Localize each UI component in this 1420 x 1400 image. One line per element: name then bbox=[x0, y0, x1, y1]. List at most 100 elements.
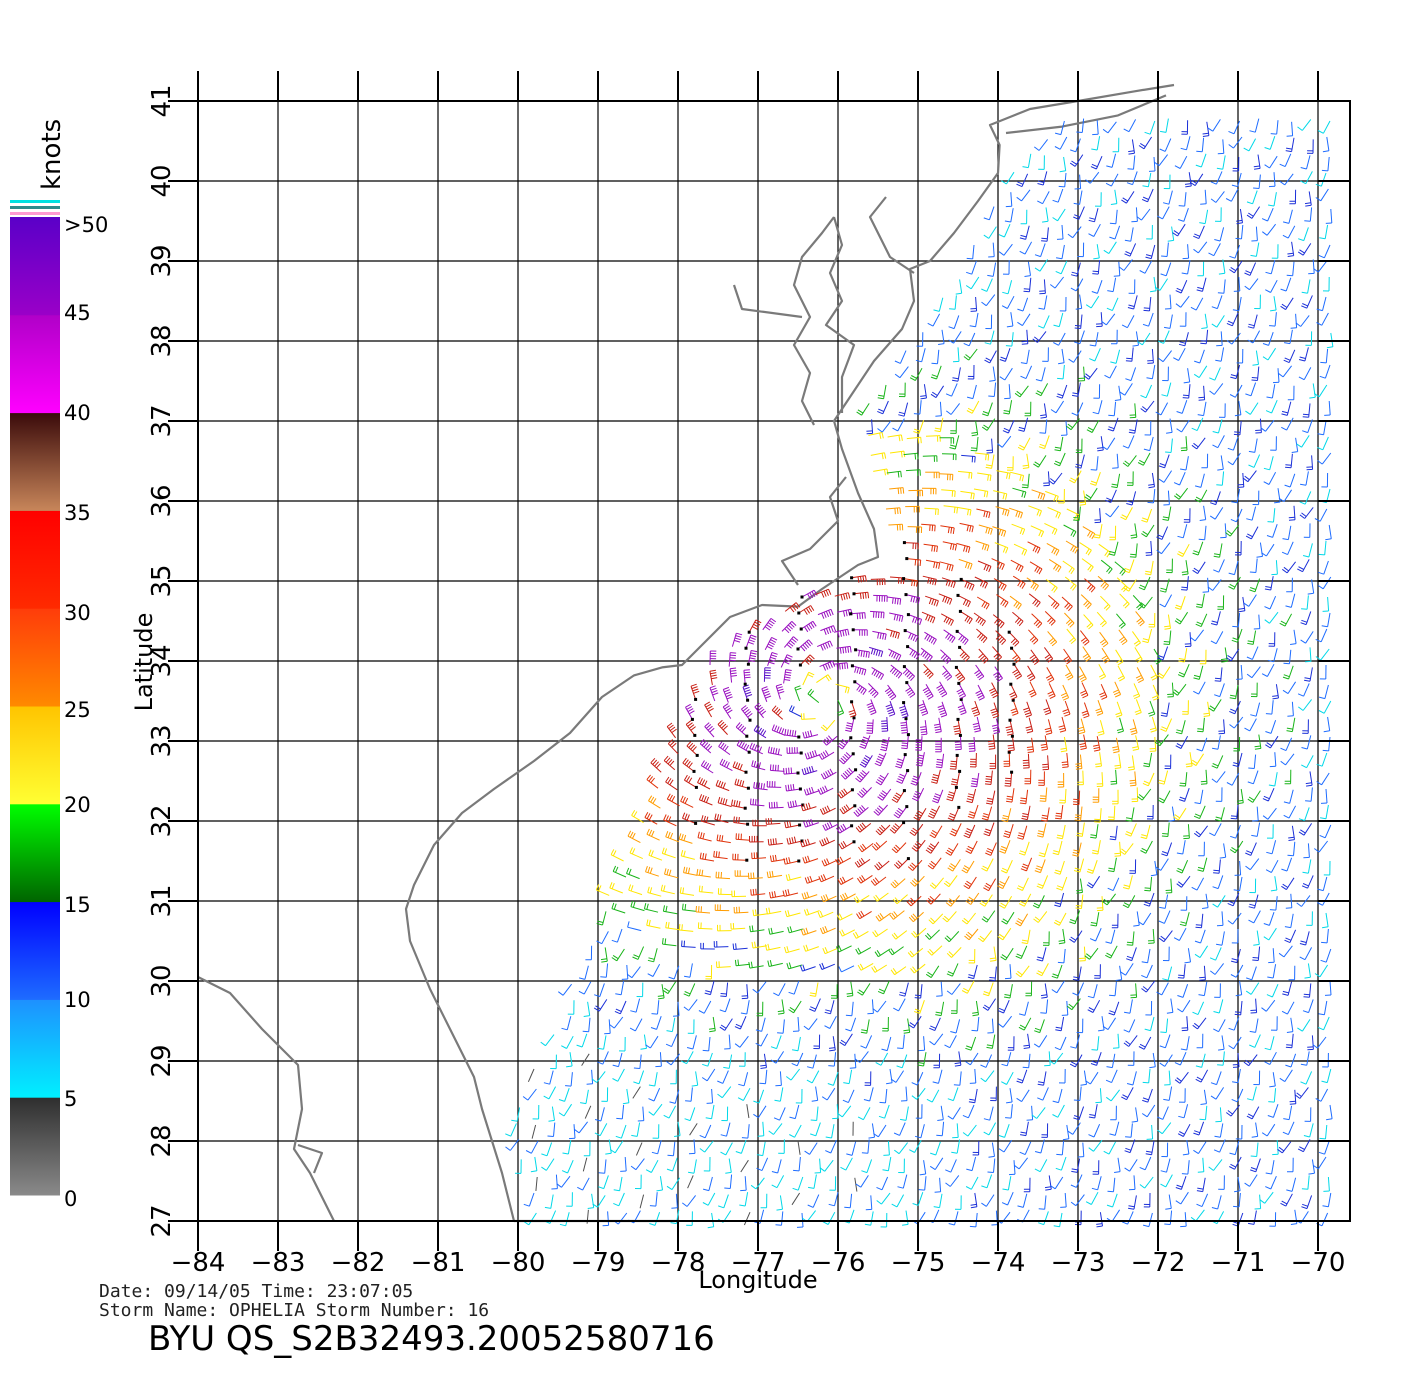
wind-barb bbox=[1247, 630, 1257, 645]
wind-barb bbox=[763, 667, 771, 682]
wind-barb bbox=[1109, 825, 1118, 841]
wind-barb bbox=[760, 1193, 768, 1209]
wind-barb bbox=[798, 654, 815, 667]
wind-barb bbox=[1233, 736, 1241, 752]
wind-barb bbox=[1281, 877, 1295, 891]
wind-barb bbox=[1268, 772, 1278, 787]
wind-barb bbox=[986, 790, 996, 805]
wind-barb bbox=[1326, 332, 1334, 349]
wind-barb bbox=[773, 1107, 786, 1121]
wind-barb bbox=[1034, 859, 1046, 874]
wind-barb bbox=[852, 930, 869, 939]
wind-barb bbox=[966, 1156, 977, 1172]
wind-barb bbox=[940, 649, 952, 665]
wind-barb bbox=[1253, 930, 1260, 946]
wind-barb bbox=[755, 1017, 766, 1032]
wind-barb bbox=[915, 1104, 923, 1119]
wind-barb bbox=[946, 947, 962, 958]
wind-barb bbox=[1306, 911, 1313, 926]
wind-barb bbox=[963, 876, 977, 890]
wind-barb bbox=[1228, 136, 1243, 149]
y-tick-label: 39 bbox=[147, 244, 177, 277]
wind-barb bbox=[915, 348, 926, 363]
wind-barb bbox=[612, 1068, 625, 1082]
wind-barb bbox=[650, 757, 662, 773]
wind-barb bbox=[1089, 927, 1102, 942]
wind-barb bbox=[1052, 1104, 1065, 1118]
wind-barb bbox=[806, 1054, 817, 1069]
wind-barb bbox=[991, 718, 1001, 735]
wind-barb bbox=[952, 367, 961, 382]
wind-barb bbox=[714, 813, 729, 824]
wind-barb bbox=[945, 1159, 957, 1173]
wind-barb bbox=[943, 629, 956, 643]
wind-barb bbox=[741, 1124, 750, 1139]
wind-barb bbox=[1021, 329, 1029, 345]
wind-barb bbox=[651, 1140, 662, 1155]
wind-barb bbox=[1192, 1001, 1205, 1016]
wind-barb bbox=[804, 875, 821, 884]
wind-barb bbox=[1248, 910, 1261, 924]
wind-barb bbox=[1081, 702, 1090, 719]
wind-barb bbox=[1157, 790, 1171, 804]
wind-barb bbox=[1125, 823, 1137, 837]
wind-barb bbox=[820, 625, 837, 635]
wind-barb bbox=[1289, 189, 1297, 205]
wind-barb bbox=[786, 747, 803, 755]
wind-barb bbox=[1191, 437, 1206, 450]
wind-barb bbox=[902, 541, 919, 550]
wind-barb bbox=[1007, 734, 1015, 752]
wind-barb bbox=[937, 701, 948, 718]
wind-barb bbox=[1269, 312, 1277, 327]
wind-barb bbox=[567, 1000, 575, 1015]
wind-barb bbox=[596, 931, 609, 945]
wind-barb bbox=[1158, 770, 1169, 785]
wind-barb bbox=[807, 688, 820, 703]
wind-barb bbox=[836, 823, 854, 834]
wind-barb bbox=[910, 772, 922, 786]
wind-barb bbox=[700, 815, 715, 826]
wind-barb bbox=[511, 1107, 521, 1122]
wind-barb bbox=[1299, 947, 1313, 961]
wind-barb bbox=[1304, 1107, 1312, 1122]
wind-barb bbox=[885, 507, 901, 515]
wind-barb bbox=[880, 736, 890, 752]
wind-barb bbox=[756, 1141, 766, 1157]
wind-barb bbox=[1103, 1141, 1117, 1155]
wind-barb bbox=[1015, 913, 1029, 927]
wind-barb bbox=[1300, 631, 1314, 644]
wind-barb bbox=[840, 1157, 853, 1171]
wind-barb bbox=[1028, 681, 1037, 698]
wind-barb bbox=[704, 722, 715, 738]
wind-barb bbox=[999, 367, 1013, 381]
wind-barb bbox=[997, 999, 1010, 1014]
wind-barb bbox=[922, 455, 938, 462]
wind-barb bbox=[1003, 824, 1014, 839]
wind-barb bbox=[813, 1034, 821, 1050]
wind-barb bbox=[1138, 136, 1153, 150]
wind-barb bbox=[1266, 384, 1276, 399]
wind-barb bbox=[566, 1192, 573, 1207]
wind-barb bbox=[821, 1087, 836, 1101]
wind-barb bbox=[968, 948, 976, 964]
wind-barb bbox=[1088, 1104, 1098, 1119]
wind-barb bbox=[1096, 896, 1104, 912]
wind-barb bbox=[911, 1071, 924, 1086]
wind-barb bbox=[974, 452, 990, 461]
wind-barb bbox=[985, 314, 993, 330]
wind-barb bbox=[1192, 1017, 1207, 1030]
wind-barb bbox=[1244, 1174, 1258, 1187]
wind-barb bbox=[1197, 1157, 1205, 1173]
wind-barb bbox=[1158, 930, 1173, 943]
wind-barb bbox=[1173, 807, 1187, 821]
wind-barb bbox=[618, 1036, 626, 1052]
wind-barb bbox=[1270, 876, 1278, 892]
wind-barb bbox=[1226, 772, 1240, 786]
wind-barb bbox=[1302, 419, 1313, 434]
wind-barb bbox=[1128, 1195, 1137, 1210]
wind-barb bbox=[682, 903, 697, 912]
wind-barb bbox=[1152, 684, 1160, 701]
wind-barb bbox=[597, 1035, 607, 1050]
wind-barb bbox=[970, 772, 980, 788]
